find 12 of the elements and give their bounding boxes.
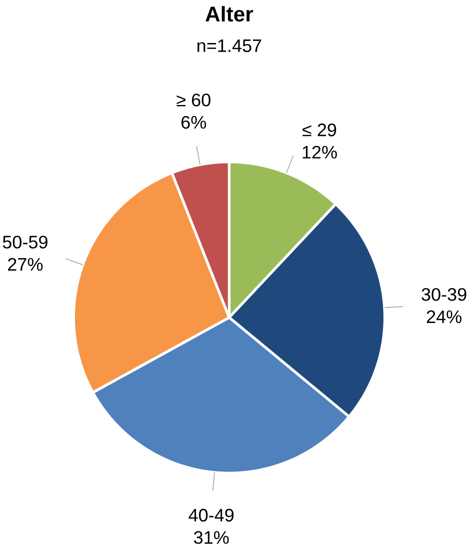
data-label: 6% bbox=[181, 116, 206, 129]
data-label: 12% bbox=[302, 146, 337, 159]
chart-subtitle: n=1.457 bbox=[197, 39, 262, 52]
data-label: 31% bbox=[194, 531, 229, 544]
slice-label: 30-39 bbox=[422, 288, 466, 301]
data-label: 24% bbox=[426, 310, 462, 324]
chart-title: Alter bbox=[205, 6, 253, 22]
slice-label: 50-59 bbox=[2, 236, 48, 248]
slice-label: 40-49 bbox=[188, 508, 234, 522]
data-label: 27% bbox=[8, 258, 43, 271]
slice-label: ≥ 60 bbox=[176, 94, 210, 106]
slice-label: ≤ 29 bbox=[302, 124, 336, 136]
